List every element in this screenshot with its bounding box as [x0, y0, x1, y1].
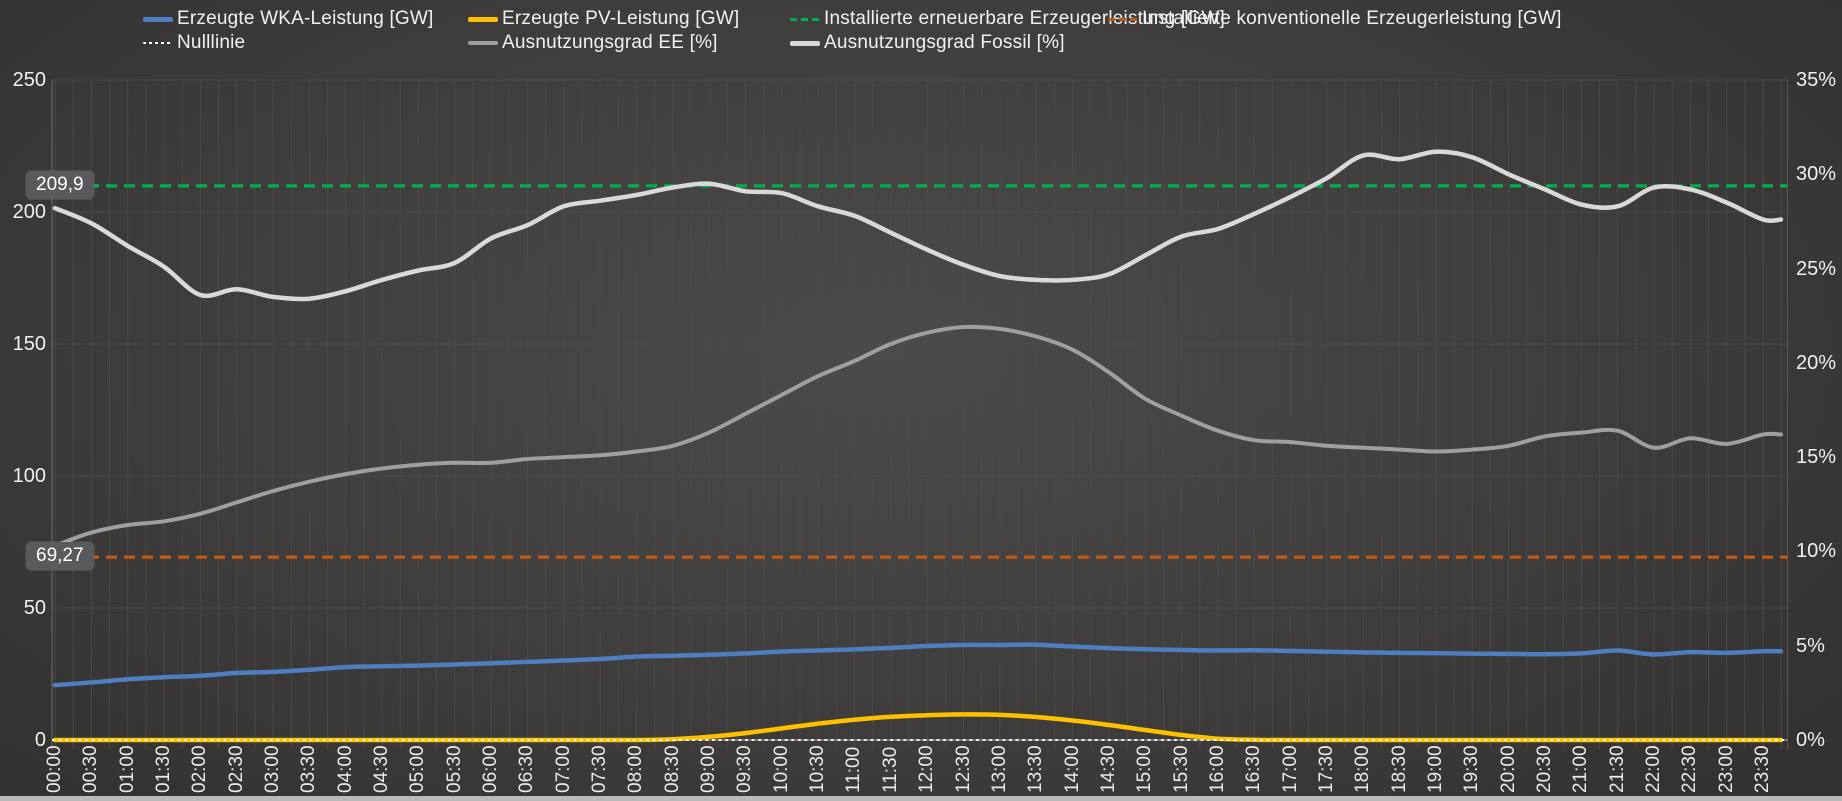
x-tick-label: 16:30 — [1243, 745, 1265, 793]
right-axis-tick-label: 0% — [1796, 729, 1825, 751]
legend-label-nulllinie: Nulllinie — [177, 32, 246, 53]
x-tick-label: 06:30 — [516, 745, 538, 793]
legend-label-renewable-capacity: Installierte erneuerbare Erzeugerleistun… — [824, 8, 1226, 29]
x-tick-label: 15:30 — [1170, 745, 1192, 793]
fossil-utilization-swatch-icon — [790, 40, 820, 46]
legend-label-pv: Erzeugte PV-Leistung [GW] — [502, 8, 740, 29]
right-axis-tick-label: 30% — [1796, 163, 1837, 186]
left-axis-tick-label: 200 — [12, 201, 46, 223]
x-tick-label: 23:00 — [1715, 745, 1737, 793]
legend-item-conventional-capacity: Installierte konventionelle Erzeugerleis… — [1108, 7, 1562, 31]
legend-item-ee-utilization: Ausnutzungsgrad EE [%] — [468, 31, 718, 55]
legend-item-pv: Erzeugte PV-Leistung [GW] — [468, 7, 739, 31]
x-tick-label: 18:00 — [1352, 745, 1374, 793]
x-tick-label: 14:00 — [1061, 745, 1083, 793]
renewable-capacity-value-chip: 209,9 — [26, 171, 94, 199]
x-tick-label: 11:00 — [843, 746, 865, 793]
x-tick-label: 07:30 — [589, 745, 611, 793]
left-axis-tick-label: 150 — [12, 333, 46, 355]
conventional-capacity-value-chip: 69,27 — [26, 542, 94, 570]
right-axis-tick-label: 5% — [1796, 634, 1825, 657]
pv-line-swatch-icon — [468, 16, 498, 22]
legend-item-fossil-utilization: Ausnutzungsgrad Fossil [%] — [790, 31, 1065, 55]
legend-label-wka: Erzeugte WKA-Leistung [GW] — [177, 8, 434, 29]
x-tick-label: 02:30 — [225, 745, 247, 793]
x-tick-label: 00:30 — [80, 745, 102, 793]
x-tick-label: 05:00 — [407, 745, 429, 793]
legend-item-renewable-capacity: Installierte erneuerbare Erzeugerleistun… — [790, 7, 1225, 31]
x-tick-label: 21:30 — [1606, 745, 1628, 793]
x-tick-label: 05:30 — [443, 745, 465, 793]
x-tick-label: 13:30 — [1025, 745, 1047, 793]
x-tick-label: 04:30 — [371, 745, 393, 793]
x-tick-label: 11:30 — [879, 746, 901, 793]
x-tick-label: 16:00 — [1206, 745, 1228, 793]
x-tick-label: 19:30 — [1461, 745, 1483, 793]
x-tick-label: 18:30 — [1388, 745, 1410, 793]
pv-line — [52, 712, 1784, 743]
right-axis-tick-label: 10% — [1796, 540, 1837, 563]
conventional-capacity-swatch-icon — [1108, 17, 1138, 21]
nulllinie-swatch-icon — [143, 42, 173, 44]
x-tick-label: 06:00 — [480, 745, 502, 793]
x-tick-label: 10:00 — [770, 745, 792, 793]
ee-utilization-swatch-icon — [468, 41, 498, 45]
window-edge-strip — [0, 796, 1842, 801]
x-tick-label: 17:30 — [1315, 745, 1337, 793]
legend-label-fossil-utilization: Ausnutzungsgrad Fossil [%] — [824, 32, 1065, 53]
left-axis-tick-label: 250 — [12, 69, 46, 91]
x-tick-label: 04:00 — [334, 745, 356, 793]
x-tick-label: 01:30 — [153, 745, 175, 793]
x-tick-label: 12:00 — [916, 745, 938, 793]
x-tick-label: 00:00 — [44, 745, 65, 793]
renewable-capacity-swatch-icon — [790, 17, 820, 21]
left-axis-tick-label: 0 — [34, 729, 46, 751]
x-tick-label: 10:30 — [807, 745, 829, 793]
legend-item-nulllinie: Nulllinie — [143, 31, 245, 55]
x-tick-label: 09:30 — [734, 745, 756, 793]
x-tick-label: 07:00 — [552, 745, 574, 793]
right-axis-tick-label: 25% — [1796, 257, 1837, 280]
x-tick-label: 17:00 — [1279, 745, 1301, 793]
right-axis-tick-label: 20% — [1796, 351, 1837, 374]
x-tick-label: 20:30 — [1533, 745, 1555, 793]
x-tick-label: 21:00 — [1570, 745, 1592, 793]
left-axis-tick-label: 100 — [12, 465, 46, 487]
fossil-utilization-line — [52, 149, 1784, 302]
x-tick-label: 23:30 — [1752, 745, 1773, 793]
x-tick-label: 02:00 — [189, 745, 211, 793]
x-tick-label: 12:30 — [952, 745, 974, 793]
x-tick-label: 19:00 — [1424, 745, 1446, 793]
wka-line — [52, 642, 1784, 688]
x-tick-label: 13:00 — [988, 745, 1010, 793]
left-axis-tick-label: 50 — [23, 597, 46, 619]
x-tick-label: 22:00 — [1642, 745, 1664, 793]
x-tick-label: 20:00 — [1497, 745, 1519, 793]
x-tick-label: 03:30 — [298, 745, 320, 793]
x-tick-label: 03:00 — [262, 745, 284, 793]
x-tick-label: 22:30 — [1679, 745, 1701, 793]
legend-label-ee-utilization: Ausnutzungsgrad EE [%] — [502, 32, 718, 53]
right-axis-tick-label: 35% — [1796, 69, 1837, 91]
legend-item-wka: Erzeugte WKA-Leistung [GW] — [143, 7, 434, 31]
right-axis-tick-label: 15% — [1796, 446, 1837, 469]
x-tick-label: 14:30 — [1097, 745, 1119, 793]
x-tick-label: 09:00 — [698, 745, 720, 793]
x-tick-label: 01:00 — [116, 745, 138, 793]
x-tick-label: 08:00 — [625, 745, 647, 793]
x-tick-label: 08:30 — [661, 745, 683, 793]
x-tick-label: 15:00 — [1134, 745, 1156, 793]
ee-utilization-line — [53, 324, 1783, 548]
wka-line-swatch-icon — [143, 16, 173, 22]
legend-label-conventional-capacity: Installierte konventionelle Erzeugerleis… — [1142, 8, 1562, 29]
